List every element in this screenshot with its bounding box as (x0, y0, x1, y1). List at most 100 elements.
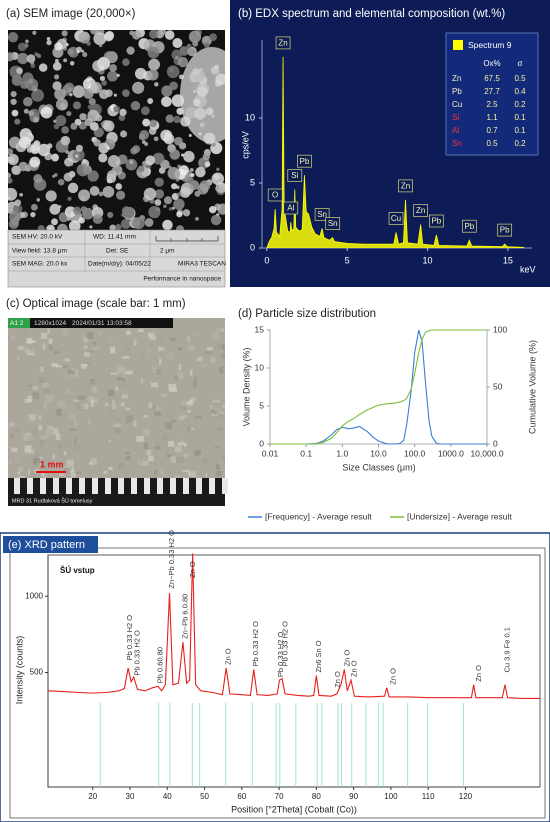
table-element: Pb (452, 87, 462, 96)
speckle (168, 384, 177, 390)
speckle (149, 336, 157, 341)
y-tick-label: 5 (250, 177, 255, 187)
speckle (66, 404, 71, 411)
peak-label: Cu (391, 214, 401, 223)
grain (209, 206, 217, 214)
chart: 20 30 40 50 60 70 80 90 100 110 120 500 1000 Pb 0.33 … (25, 530, 541, 801)
speckle (92, 341, 97, 348)
speckle (154, 411, 161, 416)
x-tick-label: 20 (88, 792, 97, 801)
grain (29, 156, 41, 168)
speckle (8, 422, 16, 427)
peak-label: Zn O (388, 668, 397, 685)
optical-texture (8, 328, 225, 481)
grain (80, 206, 88, 213)
grain (8, 153, 19, 166)
speckle (24, 445, 32, 453)
speckle (180, 415, 188, 418)
sem-info: SEM HV: 20.0 kV (12, 234, 63, 241)
speckle (204, 351, 212, 355)
grain (154, 189, 165, 199)
speckle (111, 404, 117, 410)
grain (178, 165, 189, 176)
ruler-tick (222, 478, 228, 494)
grain (183, 150, 195, 163)
ruler-tick (79, 478, 85, 494)
speckle (48, 338, 53, 344)
peak-label-box (287, 169, 303, 182)
peak-label: Pb (464, 222, 474, 231)
grain (45, 190, 57, 202)
grain (67, 196, 72, 201)
speckle (64, 372, 71, 380)
series-line (270, 329, 487, 445)
speckle (190, 437, 194, 444)
peak-label-box (297, 154, 312, 168)
grain (32, 30, 37, 35)
grain (54, 88, 66, 100)
speckle (51, 363, 58, 367)
grain (14, 118, 21, 125)
grain (115, 224, 122, 230)
speckle (26, 337, 33, 344)
speckle (82, 337, 89, 343)
grain (107, 170, 117, 180)
grain (162, 219, 173, 230)
grain (63, 172, 73, 182)
grain (8, 32, 19, 43)
grain (64, 82, 75, 93)
sem-info: WD: 11.41 mm (93, 234, 136, 241)
grain (98, 153, 108, 163)
speckle (155, 442, 162, 447)
grain (143, 187, 157, 201)
speckle (221, 404, 225, 408)
grain (70, 122, 78, 130)
speckle (83, 351, 91, 357)
speckle (52, 428, 59, 435)
speckle (68, 405, 74, 408)
table-value: 2.5 (486, 100, 498, 109)
speckle (64, 358, 70, 362)
grain (102, 185, 115, 198)
grain (164, 30, 175, 40)
grain (132, 145, 141, 153)
grain (142, 118, 151, 127)
peak-label: Pb 0.33 H2 O (133, 630, 142, 676)
speckle (125, 451, 131, 455)
grain (190, 173, 195, 177)
speckle (178, 433, 181, 439)
ruler-tick (27, 478, 33, 494)
speckle (83, 345, 88, 349)
speckle (64, 466, 72, 469)
y-tick-label: 10 (245, 112, 255, 122)
x-tick-label: 0.1 (300, 448, 312, 458)
grain (215, 186, 220, 191)
grain (40, 106, 53, 119)
speckle (42, 382, 49, 388)
grain (195, 166, 206, 178)
speckle (187, 425, 195, 432)
speckle (125, 455, 131, 461)
speckle (156, 368, 161, 375)
grain (216, 167, 220, 171)
speckle (87, 396, 95, 402)
table-value: 0.1 (514, 126, 526, 135)
grain (69, 61, 75, 66)
peak-label: Zn O (224, 648, 233, 665)
speckle (38, 425, 43, 431)
grain (65, 42, 69, 47)
grain (98, 142, 110, 154)
speckle (45, 429, 51, 437)
grain (140, 106, 150, 116)
header-text: 2024/01/31 13:03:58 (72, 320, 132, 327)
speckle (73, 399, 79, 402)
grain (147, 46, 160, 59)
grain (161, 85, 173, 97)
grain (8, 177, 13, 184)
table-value: 67.5 (484, 74, 500, 83)
speckle (28, 414, 36, 421)
grain (116, 73, 120, 77)
grain (19, 212, 26, 218)
x-tick-label: 50 (200, 792, 209, 801)
y-tick-label: 0 (259, 438, 264, 448)
